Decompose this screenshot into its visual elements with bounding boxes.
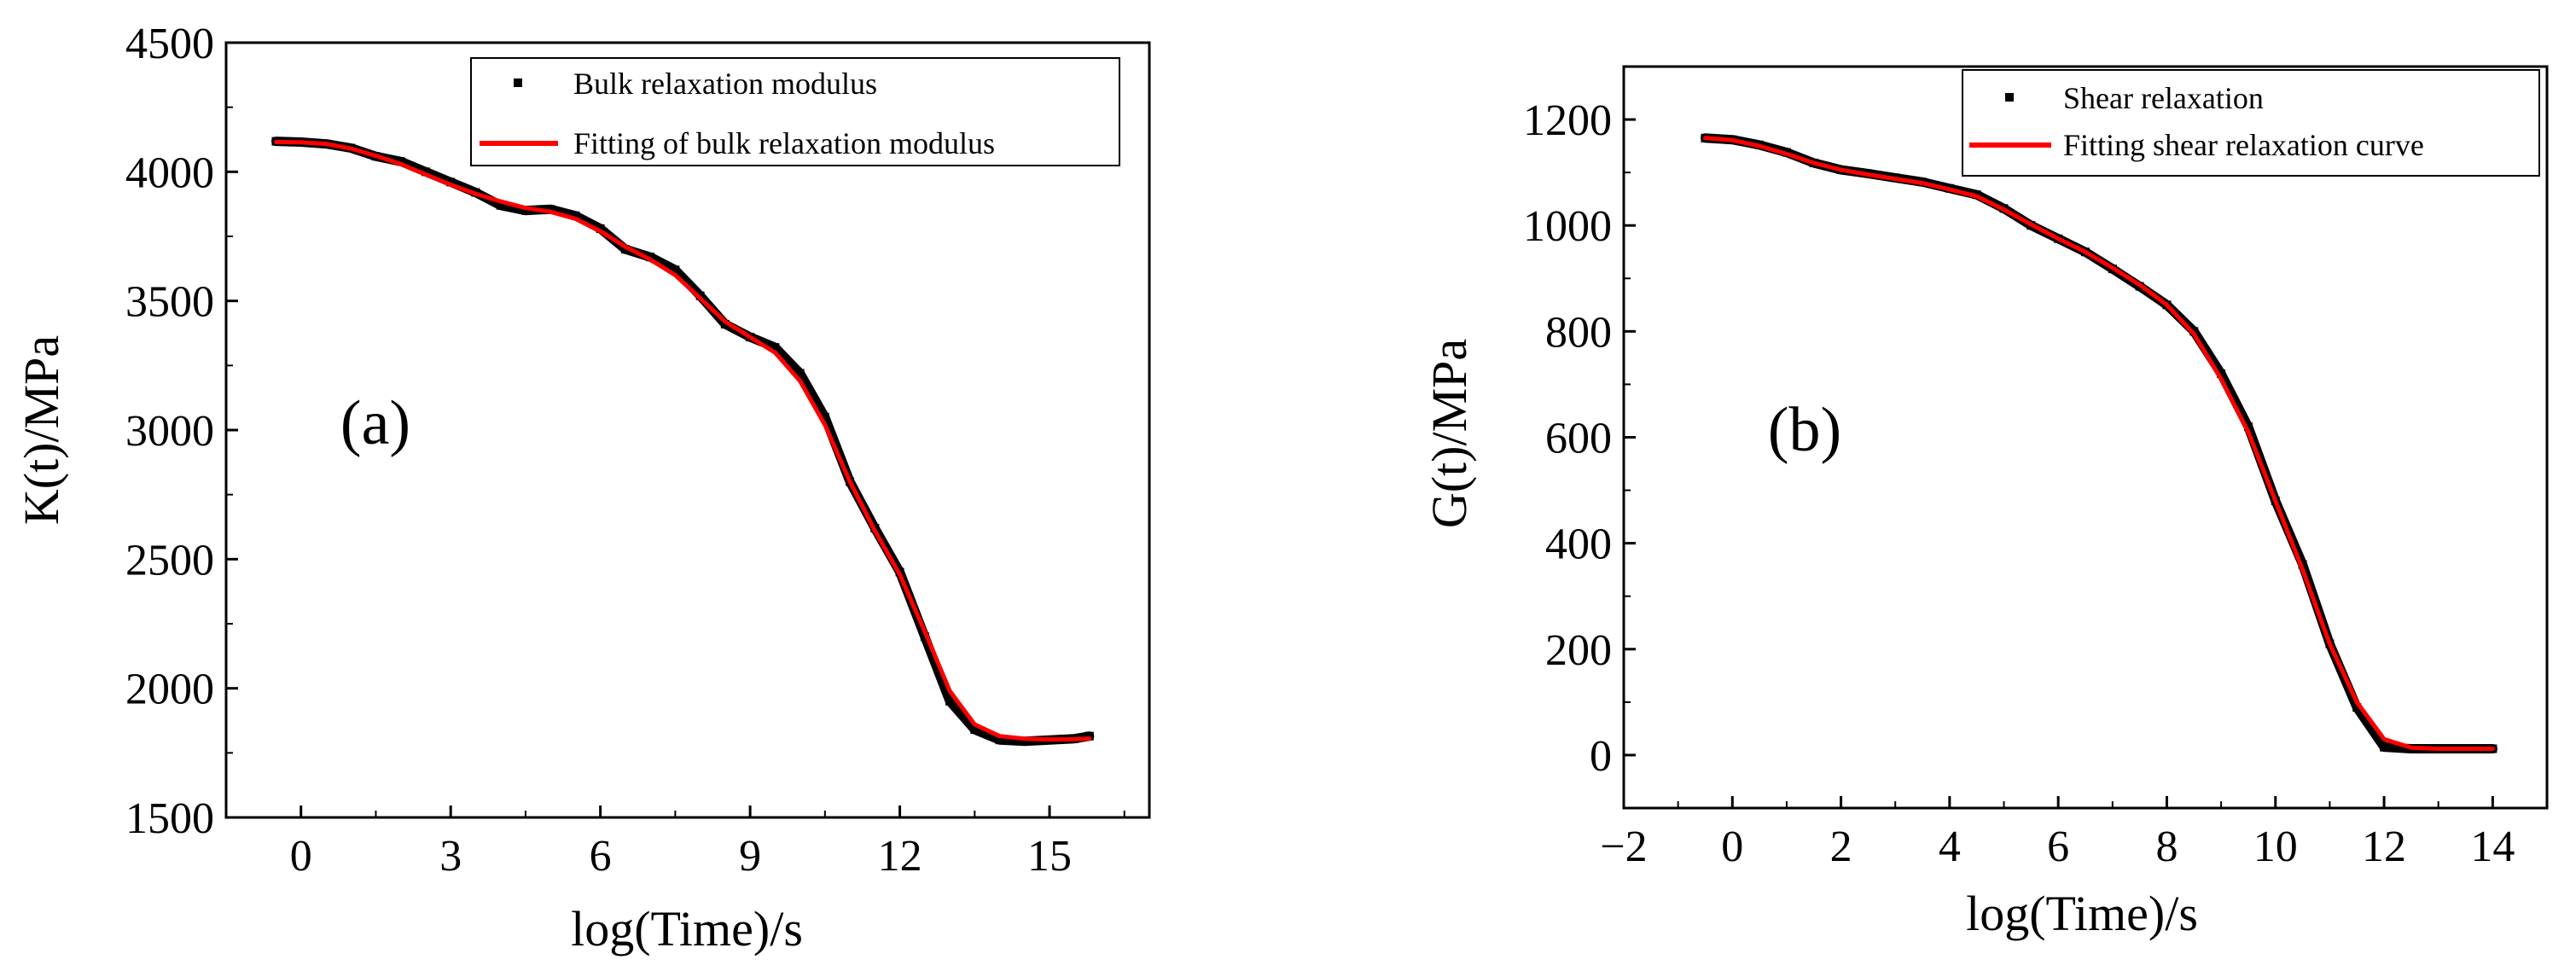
data-point [496,201,505,210]
x-tick-label: 12 [878,832,922,881]
data-point [396,157,405,166]
x-axis-title-b: log(Time)/s [1966,886,2198,941]
data-point [795,369,805,378]
data-point [1020,736,1029,746]
data-point [620,245,630,254]
legend-marker-shear [2005,93,2014,102]
panel-label-a: (a) [340,388,410,458]
data-point [820,412,829,422]
legend-box-b [1962,69,2540,177]
legend-label-shear: Shear relaxation [2063,81,2264,115]
data-point [520,206,530,215]
x-tick-label: 14 [2470,823,2515,871]
x-tick-label: 12 [2362,823,2406,871]
legend-a: Bulk relaxation modulus Fitting of bulk … [470,57,1120,166]
legend-b: Shear relaxation Fitting shear relaxatio… [1962,69,2540,177]
y-axis-title-a: K(t)/MPa [14,335,69,525]
data-point [646,253,655,262]
plot-frame-b [1622,65,2549,810]
x-tick-label: 6 [2047,823,2069,871]
data-point [2217,369,2226,379]
data-point [945,696,955,706]
series-a [271,137,1095,747]
y-tick-label: 2500 [125,536,214,584]
x-tick-label: 15 [1027,832,1072,881]
y-axis-title-b: G(t)/MPa [1422,339,1477,528]
legend-label-shear-fit: Fitting shear relaxation curve [2063,128,2424,162]
fit-curve-a [274,140,1092,742]
y-tick-label: 1000 [1523,202,1612,251]
series-b [1701,133,2497,753]
chart-a: 1500 2000 2500 3000 3500 4000 4500 0 3 6 9 12 15 (a… [14,20,1151,957]
x-axis-title-a: log(Time)/s [571,901,803,957]
data-point [720,319,730,329]
x-tick-label: 0 [290,832,312,881]
y-tick-label: 0 [1590,732,1612,781]
legend-box-a [470,57,1120,166]
y-ticks-a: 1500 2000 2500 3000 3500 4000 4500 [125,20,238,843]
x-ticks-a: 0 3 6 9 12 15 [225,805,1125,881]
legend-label-bulk: Bulk relaxation modulus [573,67,877,101]
legend-marker-bulk [514,79,522,87]
series-a-0-data-band [271,137,1095,747]
x-tick-label: 3 [439,832,462,881]
y-tick-label: 600 [1545,415,1612,463]
data-point [446,177,456,187]
data-point [421,167,430,177]
x-tick-label: 10 [2253,823,2298,871]
y-tick-label: 1500 [125,794,214,843]
data-point [770,343,780,352]
data-point [546,205,555,214]
y-tick-label: 2000 [125,666,214,714]
data-point [2380,742,2389,752]
y-ticks-b: 0 200 400 600 800 1000 1200 [1523,96,1636,781]
y-tick-label: 4000 [125,148,214,197]
y-tick-label: 3000 [125,407,214,456]
y-tick-label: 1200 [1523,96,1612,145]
x-tick-label: −2 [1600,823,1647,871]
data-point [1084,731,1094,741]
legend-label-bulk-fit: Fitting of bulk relaxation modulus [573,126,995,160]
data-point [571,211,580,220]
x-ticks-b: −2 0 2 4 6 8 10 12 14 [1600,796,2548,871]
y-tick-label: 4500 [125,20,214,68]
data-point [596,224,605,233]
data-point [970,725,980,735]
y-tick-label: 800 [1545,308,1612,357]
x-tick-label: 2 [1830,823,1852,871]
data-point [671,265,680,275]
x-tick-label: 6 [590,832,612,881]
x-tick-label: 0 [1721,823,1743,871]
data-point [2352,703,2362,712]
x-tick-label: 8 [2155,823,2178,871]
data-point [995,736,1004,745]
y-tick-label: 400 [1545,520,1612,569]
x-tick-label: 4 [1939,823,1961,871]
x-tick-label: 9 [739,832,761,881]
y-tick-label: 3500 [125,278,214,327]
y-tick-label: 200 [1545,626,1612,675]
fit-curve-b [1703,136,2495,751]
panel-label-b: (b) [1768,395,1841,465]
data-point [2243,422,2253,432]
